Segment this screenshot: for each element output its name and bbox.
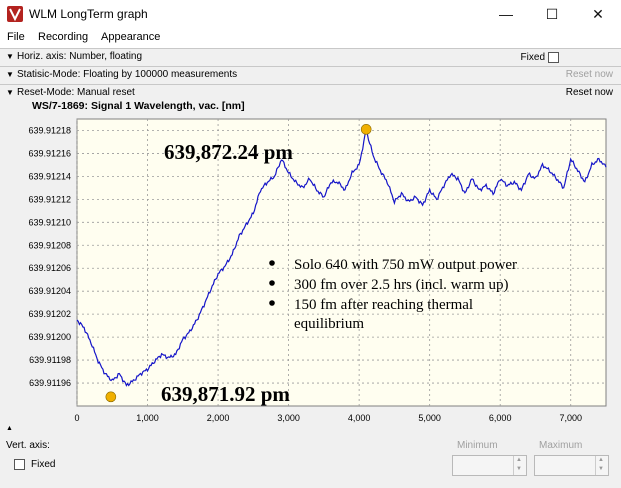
min-marker — [105, 391, 117, 403]
spin-up-icon[interactable]: ▲ — [598, 457, 604, 463]
expand-arrow-icon[interactable]: ▼ — [6, 52, 14, 61]
maximum-label: Maximum — [539, 440, 583, 451]
reset-now-button[interactable]: Reset now — [565, 87, 613, 98]
signal-title: WS/7-1869: Signal 1 Wavelength, vac. [nm… — [32, 100, 245, 112]
horiz-axis-row[interactable]: ▼ Horiz. axis: Number, floating Fixed — [0, 48, 621, 66]
y-tick-label: 639.91216 — [28, 148, 71, 158]
y-tick-label: 639.91218 — [28, 125, 71, 135]
min-value-label: 639,871.92 pm — [161, 382, 290, 406]
bullet-3: 150 fm after reaching thermal — [294, 297, 473, 313]
vert-axis-label: Vert. axis: — [6, 440, 50, 451]
chart-svg[interactable]: 639.91218 639.91216 639.91214 639.91212 639.… — [0, 114, 621, 436]
horiz-fixed-label: Fixed — [520, 52, 545, 64]
x-tick-label: 5,000 — [418, 413, 441, 423]
vert-fixed-label: Fixed — [31, 459, 56, 471]
extreme-markers — [105, 124, 372, 403]
statistic-mode-row[interactable]: ▼ Statisic-Mode: Floating by 100000 meas… — [0, 66, 621, 84]
close-button[interactable]: ✕ — [592, 5, 604, 22]
bullet-dot — [269, 280, 275, 286]
minimize-button[interactable]: — — [499, 6, 513, 22]
grid — [76, 119, 606, 406]
menu-file[interactable]: File — [7, 31, 25, 43]
y-tick-label: 639.91214 — [28, 171, 71, 181]
window-title: WLM LongTerm graph — [29, 7, 148, 21]
maximize-button[interactable]: ☐ — [545, 5, 559, 22]
checkbox-icon[interactable] — [14, 459, 25, 470]
y-tick-label: 639.91204 — [28, 286, 71, 296]
x-tick-label: 0 — [74, 413, 79, 423]
annotation-bullets: Solo 640 with 750 mW output power 300 fm… — [269, 257, 517, 332]
signal-title-bar: WS/7-1869: Signal 1 Wavelength, vac. [nm… — [0, 100, 621, 114]
x-tick-label: 1,000 — [136, 413, 159, 423]
wavelength-series-line — [76, 129, 607, 387]
reset-mode-label: Reset-Mode: Manual reset — [17, 87, 135, 98]
maximum-input[interactable]: ▲ ▼ — [534, 455, 609, 476]
max-marker — [360, 124, 372, 135]
horiz-axis-label: Horiz. axis: Number, floating — [17, 51, 143, 62]
bullet-3-continuation: equilibrium — [294, 316, 364, 332]
menu-bar: File Recording Appearance — [0, 28, 621, 48]
x-tick-label: 2,000 — [207, 413, 230, 423]
minimum-spinner[interactable]: ▲ ▼ — [513, 456, 526, 475]
bullet-dot — [269, 260, 275, 266]
y-tick-label: 639.91198 — [29, 355, 71, 365]
horiz-fixed-checkbox[interactable]: Fixed — [521, 52, 559, 63]
y-tick-label: 639.91196 — [29, 378, 71, 388]
checkbox-icon[interactable] — [548, 52, 559, 63]
x-tick-label: 7,000 — [559, 413, 582, 423]
wavelength-chart[interactable]: 639.91218 639.91216 639.91214 639.91212 639.… — [0, 114, 621, 436]
vertical-axis-panel: Vert. axis: Fixed Minimum Maximum ▲ ▼ ▲ ▼ — [0, 436, 621, 488]
scroll-marker-icon: ▲ — [6, 425, 13, 432]
minimum-label: Minimum — [457, 440, 498, 451]
y-tick-label: 639.91206 — [28, 263, 71, 273]
statistic-mode-label: Statisic-Mode: Floating by 100000 measur… — [17, 69, 238, 80]
title-bar: WLM LongTerm graph — ☐ ✕ — [0, 0, 621, 28]
y-tick-label: 639.91202 — [28, 309, 71, 319]
app-logo-icon — [7, 6, 23, 22]
plot-area[interactable] — [76, 118, 607, 407]
expand-arrow-icon[interactable]: ▼ — [6, 88, 14, 97]
y-tick-label: 639.91200 — [28, 332, 71, 342]
y-tick-label: 639.91208 — [28, 240, 71, 250]
spin-down-icon[interactable]: ▼ — [516, 466, 522, 472]
expand-arrow-icon[interactable]: ▼ — [6, 70, 14, 79]
menu-recording[interactable]: Recording — [38, 31, 89, 43]
y-axis-ticks: 639.91218 639.91216 639.91214 639.91212 639.… — [28, 125, 71, 388]
bullet-1: Solo 640 with 750 mW output power — [294, 257, 517, 273]
bullet-2: 300 fm over 2.5 hrs (incl. warm up) — [294, 277, 509, 293]
minimum-input[interactable]: ▲ ▼ — [452, 455, 527, 476]
y-tick-label: 639.91212 — [28, 194, 71, 204]
maximum-spinner[interactable]: ▲ ▼ — [595, 456, 608, 475]
x-tick-label: 6,000 — [489, 413, 512, 423]
bullet-dot — [269, 300, 275, 306]
reset-mode-row[interactable]: ▼ Reset-Mode: Manual reset Reset now — [0, 84, 621, 102]
vert-fixed-checkbox[interactable]: Fixed — [14, 459, 55, 470]
y-tick-label: 639.91210 — [28, 217, 71, 227]
spin-up-icon[interactable]: ▲ — [516, 457, 522, 463]
x-axis-ticks: 0 1,000 2,000 3,000 4,000 5,000 6,000 7,000 — [74, 413, 582, 423]
x-tick-label: 4,000 — [348, 413, 371, 423]
max-value-label: 639,872.24 pm — [164, 140, 293, 164]
spin-down-icon[interactable]: ▼ — [598, 466, 604, 472]
x-tick-label: 3,000 — [277, 413, 300, 423]
menu-appearance[interactable]: Appearance — [101, 31, 161, 43]
statistic-reset-button[interactable]: Reset now — [565, 69, 613, 80]
